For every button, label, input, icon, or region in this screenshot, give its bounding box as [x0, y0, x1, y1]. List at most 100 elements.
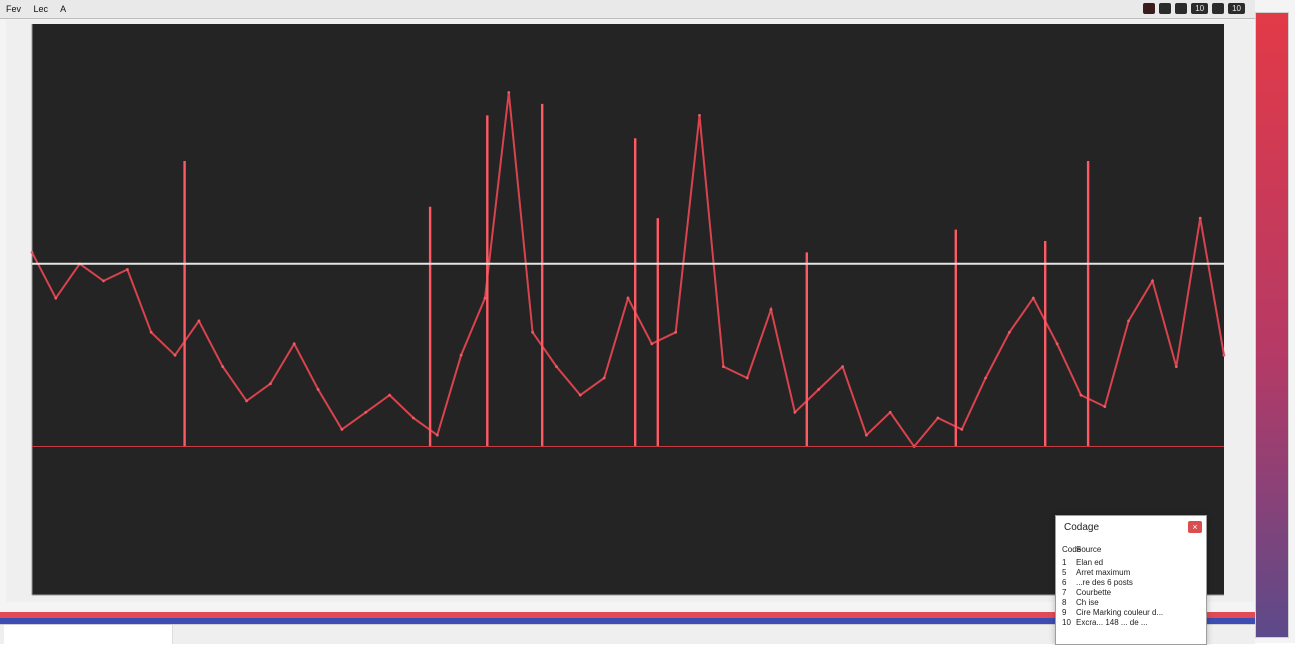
series-point [1151, 279, 1154, 283]
series-point [960, 428, 964, 431]
series-point [412, 416, 415, 420]
codage-item-code: 1 [1062, 558, 1067, 567]
codage-item-code: 5 [1062, 568, 1067, 577]
series-point [555, 365, 558, 368]
close-icon[interactable]: × [1188, 521, 1202, 533]
codage-item-label: ...re des 6 posts [1076, 578, 1133, 587]
series-point [102, 279, 105, 283]
codage-item[interactable]: 8 Ch ise [1062, 598, 1200, 608]
chart-canvas [30, 24, 1226, 596]
codage-item-label: Arret maximum [1076, 568, 1131, 577]
series-point [626, 296, 630, 300]
codage-item[interactable]: 9 Cire Marking couleur d... [1062, 608, 1200, 618]
series-point [30, 251, 34, 254]
series-point [698, 114, 701, 117]
series-point [1008, 330, 1011, 334]
codage-item[interactable]: 10 Excra... 148 ... de ... [1062, 618, 1200, 628]
series-point [936, 416, 940, 420]
series-point [1174, 365, 1178, 368]
series-point [650, 342, 654, 346]
codage-list: 1 Elan ed 5 Arret maximum 6 ...re des 6 … [1062, 558, 1200, 628]
status-pill-3 [1175, 3, 1188, 14]
series-point [197, 319, 201, 323]
codage-item[interactable]: 1 Elan ed [1062, 558, 1200, 568]
bottom-input[interactable] [4, 625, 173, 644]
series-point [364, 410, 368, 414]
status-pill-6: 10 [1228, 3, 1245, 14]
bottom-band-red [0, 612, 1255, 618]
series-point [1222, 353, 1226, 357]
series-point [292, 342, 296, 346]
status-pill-1 [1143, 3, 1156, 14]
codage-item-label: Ch ise [1076, 598, 1099, 607]
codage-header: Code Source [1062, 545, 1200, 555]
series-point [340, 428, 344, 431]
codage-header-code: Code [1062, 545, 1082, 554]
series-point [674, 330, 678, 334]
series-point [602, 376, 606, 380]
codage-item-code: 10 [1062, 618, 1071, 627]
series-point [483, 296, 487, 300]
bottom-cell-5 [610, 625, 678, 644]
bottom-band-blue [0, 618, 1255, 624]
top-menu-bar: Fev Lec A 10 10 [0, 0, 1255, 19]
series-point [149, 330, 153, 334]
series-point [269, 382, 272, 386]
series-point [1103, 405, 1107, 408]
series-point [388, 393, 391, 397]
series-point [578, 393, 582, 397]
series-point [1079, 393, 1083, 397]
codage-item[interactable]: 6 ...re des 6 posts [1062, 578, 1200, 588]
series-point [316, 388, 320, 391]
codage-header-source: Source [1076, 545, 1102, 554]
codage-header-row: Code Source [1062, 545, 1200, 555]
codage-item[interactable]: 5 Arret maximum [1062, 568, 1200, 578]
series-point [459, 353, 463, 357]
series-point [841, 365, 844, 368]
series-point [1055, 342, 1059, 346]
menu-lec[interactable]: Lec [33, 4, 49, 14]
codage-item-label: Courbette [1076, 588, 1112, 597]
series-point [221, 365, 225, 368]
codage-window: Codage × Code Source 1 Elan ed 5 Arret m… [1055, 515, 1207, 645]
series-point [769, 308, 773, 311]
series-point [984, 376, 987, 380]
codage-item-label: Cire Marking couleur d... [1076, 608, 1164, 617]
bottom-cell-4 [525, 625, 613, 644]
series-point [54, 296, 58, 300]
menu-fev[interactable]: Fev [6, 4, 22, 14]
status-pill-4: 10 [1191, 3, 1209, 14]
series-point [1198, 216, 1202, 220]
status-pill-5 [1212, 3, 1225, 14]
codage-item[interactable]: 7 Courbette [1062, 588, 1200, 598]
series-point [507, 91, 511, 94]
codage-title: Codage [1064, 522, 1100, 533]
series-point [888, 410, 892, 414]
chart-area [6, 20, 1254, 602]
bottom-cell-3 [355, 625, 533, 644]
codage-item-code: 8 [1062, 598, 1067, 607]
right-scale-bar [1255, 12, 1289, 638]
series-point [435, 433, 439, 437]
series-point [745, 376, 749, 380]
series-point [245, 399, 249, 403]
codage-item-code: 9 [1062, 608, 1067, 617]
status-indicators: 10 10 [1143, 3, 1245, 14]
series-point [531, 330, 534, 334]
status-pill-2 [1159, 3, 1172, 14]
series-point [173, 353, 177, 357]
menu-left: Fev Lec A [6, 0, 76, 18]
menu-a[interactable]: A [60, 4, 67, 14]
bottom-strip [0, 624, 1255, 644]
bottom-cell-1 [180, 625, 278, 644]
series-point [865, 433, 868, 437]
bottom-cell-2 [275, 625, 363, 644]
series-point [817, 388, 821, 391]
series-point [1127, 319, 1130, 323]
series-point [722, 365, 725, 368]
codage-item-label: Elan ed [1076, 558, 1104, 567]
series-point [793, 410, 797, 414]
series-point [126, 268, 129, 271]
codage-item-code: 6 [1062, 578, 1067, 587]
